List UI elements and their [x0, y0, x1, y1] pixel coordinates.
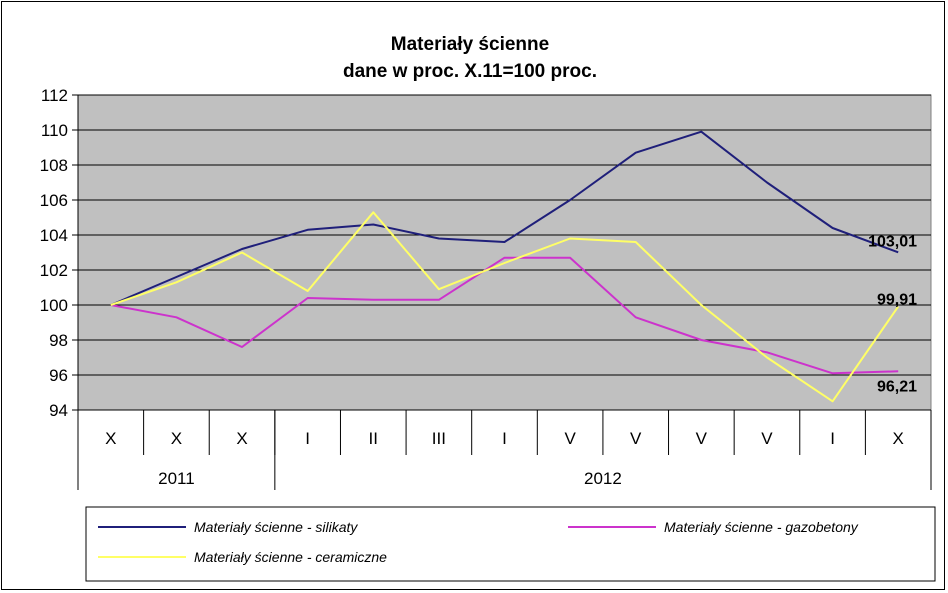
data-label: 96,21: [877, 378, 917, 395]
x-tick-label: X: [893, 429, 904, 448]
y-tick-label: 98: [49, 331, 68, 350]
legend-box: [85, 506, 936, 582]
series-lines: [110, 130, 900, 403]
chart-title: Materiały ścienne: [391, 34, 549, 55]
x-tick-label: I: [502, 429, 507, 448]
legend-label: Materiały ścienne - gazobetony: [664, 519, 859, 535]
x-tick-label: X: [236, 429, 247, 448]
y-tick-label: 96: [49, 366, 68, 385]
y-tick-label: 112: [41, 86, 68, 105]
data-label: 99,91: [877, 292, 917, 309]
legend-label: Materiały ścienne - silikaty: [194, 519, 358, 535]
x-tick-label: X: [105, 429, 116, 448]
plot-area: [77, 94, 932, 411]
x-tick-label: II: [369, 429, 378, 448]
chart-subtitle: dane w proc. X.11=100 proc.: [343, 61, 597, 82]
legend-label: Materiały ścienne - ceramiczne: [194, 549, 387, 565]
x-tick-label: V: [761, 429, 773, 448]
y-tick-label: 104: [40, 226, 68, 245]
y-tick-label: 110: [41, 121, 68, 140]
series-line: [110, 211, 900, 403]
data-labels: 103,01 96,21 99,91: [868, 233, 917, 395]
year-label: 2012: [584, 469, 622, 488]
x-tick-label: III: [432, 429, 446, 448]
x-tick-label: V: [630, 429, 642, 448]
plot-background: [77, 94, 932, 411]
x-tick-label: I: [305, 429, 310, 448]
x-tick-label: I: [830, 429, 835, 448]
y-tick-label: 108: [40, 156, 68, 175]
x-tick-label: X: [171, 429, 182, 448]
series-line: [110, 256, 899, 375]
y-tick-label: 102: [40, 261, 68, 280]
series-line: [110, 130, 899, 306]
y-tick-label: 100: [40, 296, 68, 315]
x-tick-label: V: [696, 429, 708, 448]
data-label: 103,01: [868, 233, 917, 250]
x-tick-label: V: [564, 429, 576, 448]
y-tick-label: 106: [40, 191, 68, 210]
legend: Materiały ścienne - silikaty Materiały śc…: [85, 506, 936, 582]
year-label: 2011: [158, 469, 195, 488]
y-tick-label: 94: [49, 401, 68, 420]
